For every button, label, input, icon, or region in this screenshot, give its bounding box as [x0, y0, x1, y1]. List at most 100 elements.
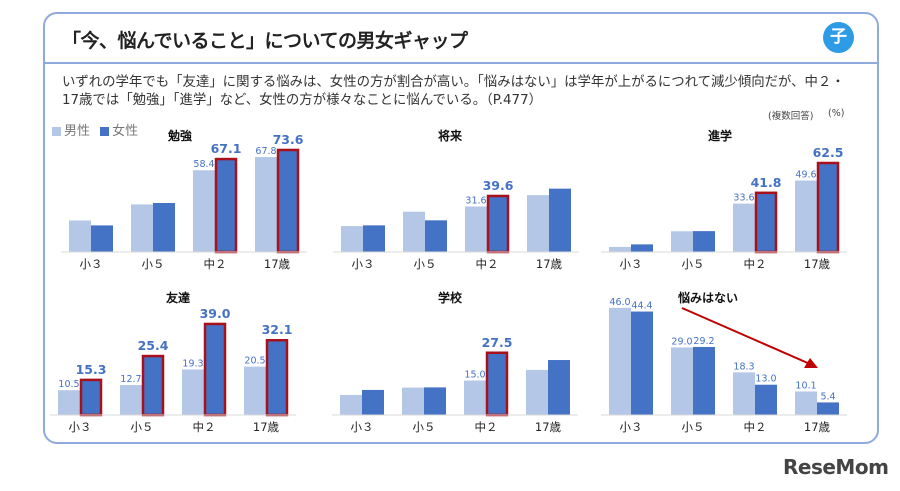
male-value-label: 58.4 [193, 159, 214, 170]
bar-male [733, 203, 755, 252]
category-label: 17歳 [264, 257, 291, 271]
multiple-answer-note: (複数回答) [768, 111, 814, 122]
bar-female [141, 354, 165, 417]
male-value-label: 12.7 [120, 374, 141, 385]
bar-male [244, 366, 266, 415]
bar-male [402, 387, 424, 415]
title-bar [43, 12, 879, 64]
category-label: 小３ [351, 420, 374, 434]
bar-male [340, 394, 362, 415]
bar-female [362, 389, 384, 415]
bar-male [609, 246, 631, 252]
male-value-label: 18.3 [733, 361, 754, 372]
bar-male [671, 231, 693, 252]
bar-female [214, 157, 238, 254]
bar-female [548, 360, 570, 415]
male-value-label: 31.6 [465, 195, 486, 206]
category-label: 小５ [142, 257, 165, 271]
female-value-label: 25.4 [138, 338, 169, 353]
category-label: 中２ [744, 420, 767, 434]
category-label: 中２ [476, 257, 499, 271]
bar-female [693, 231, 715, 252]
bar-female [486, 194, 510, 254]
bar-male [255, 157, 277, 252]
category-label: 17歳 [804, 257, 831, 271]
legend-male-label: 男性 [64, 124, 91, 139]
male-value-label: 33.6 [733, 193, 754, 204]
page-title: 「今、悩んでいること」についての男女ギャップ [62, 30, 468, 52]
category-label: 小３ [620, 420, 643, 434]
bar-female [276, 148, 300, 254]
bar-female [755, 384, 777, 415]
bar-female [91, 225, 113, 252]
female-value-label: 29.2 [693, 336, 714, 347]
bar-male [193, 170, 215, 252]
female-value-label: 67.1 [211, 141, 242, 156]
female-value-label: 27.5 [482, 335, 513, 350]
bar-male [795, 391, 817, 415]
bar-male [465, 206, 487, 252]
female-value-label: 39.0 [200, 306, 231, 321]
bar-male [526, 369, 548, 415]
category-label: 17歳 [536, 257, 563, 271]
legend-female-swatch [100, 127, 110, 136]
female-value-label: 44.4 [631, 301, 652, 312]
bar-male [733, 372, 755, 415]
male-value-label: 46.0 [609, 297, 630, 308]
bar-female [79, 378, 103, 417]
female-value-label: 15.3 [76, 362, 107, 377]
category-label: 17歳 [535, 420, 562, 434]
legend-female-label: 女性 [112, 124, 139, 139]
description: いずれの学年でも「友達」に関する悩みは、女性の方が割合が高い。「悩みはない」は学… [62, 75, 845, 108]
bar-male [527, 195, 549, 252]
category-label: 17歳 [804, 420, 831, 434]
female-value-label: 13.0 [755, 374, 776, 385]
category-label: 中２ [475, 420, 498, 434]
category-label: 小５ [682, 257, 705, 271]
male-value-label: 19.3 [182, 358, 203, 369]
category-label: 小３ [69, 420, 92, 434]
chart-title: 将来 [438, 128, 463, 143]
female-value-label: 39.6 [483, 178, 514, 193]
female-value-label: 5.4 [820, 391, 835, 402]
category-label: 小５ [682, 420, 705, 434]
chart-title: 学校 [438, 290, 463, 305]
bar-male [182, 369, 204, 415]
bar-female [425, 220, 447, 252]
category-label: 中２ [744, 257, 767, 271]
category-label: 小３ [80, 257, 103, 271]
category-label: 中２ [193, 420, 216, 434]
category-label: 小５ [413, 420, 436, 434]
chart-title: 友達 [165, 290, 190, 305]
male-value-label: 67.8 [255, 146, 276, 157]
bar-male [69, 220, 91, 252]
bar-male [403, 211, 425, 252]
chart-title: 悩みはない [677, 290, 738, 305]
bar-male [341, 226, 363, 252]
chart-title: 勉強 [167, 128, 192, 143]
trend-arrow-head [804, 358, 818, 368]
bar-female [424, 387, 446, 415]
bar-female [265, 338, 289, 417]
bar-female [693, 346, 715, 415]
male-value-label: 10.1 [795, 380, 816, 391]
bar-female [817, 402, 839, 415]
category-label: 小３ [352, 257, 375, 271]
bar-male [58, 390, 80, 415]
bar-male [120, 385, 142, 415]
card-frame [43, 12, 879, 444]
bar-male [464, 380, 486, 415]
legend: 男性 女性 [52, 120, 138, 139]
bar-male [609, 307, 631, 415]
category-label: 中２ [204, 257, 227, 271]
male-value-label: 49.6 [795, 170, 816, 181]
trend-arrow-line [681, 307, 811, 365]
bar-female [631, 244, 653, 252]
category-label: 小５ [131, 420, 154, 434]
female-value-label: 62.5 [813, 145, 844, 160]
category-badge: 子 [823, 22, 854, 53]
category-label: 小３ [620, 257, 643, 271]
bar-female [754, 191, 778, 254]
male-value-label: 10.5 [58, 379, 79, 390]
bar-female [816, 161, 840, 254]
